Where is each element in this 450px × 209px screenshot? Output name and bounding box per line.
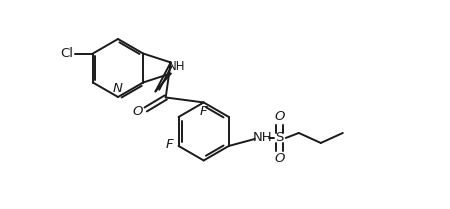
Text: O: O xyxy=(132,105,143,118)
Text: Cl: Cl xyxy=(60,47,73,60)
Text: NH: NH xyxy=(253,131,273,144)
Text: O: O xyxy=(274,111,285,124)
Text: F: F xyxy=(200,105,207,118)
Text: NH: NH xyxy=(168,60,185,73)
Text: O: O xyxy=(274,152,285,166)
Text: S: S xyxy=(275,131,284,144)
Text: N: N xyxy=(113,83,123,96)
Text: F: F xyxy=(166,138,173,152)
